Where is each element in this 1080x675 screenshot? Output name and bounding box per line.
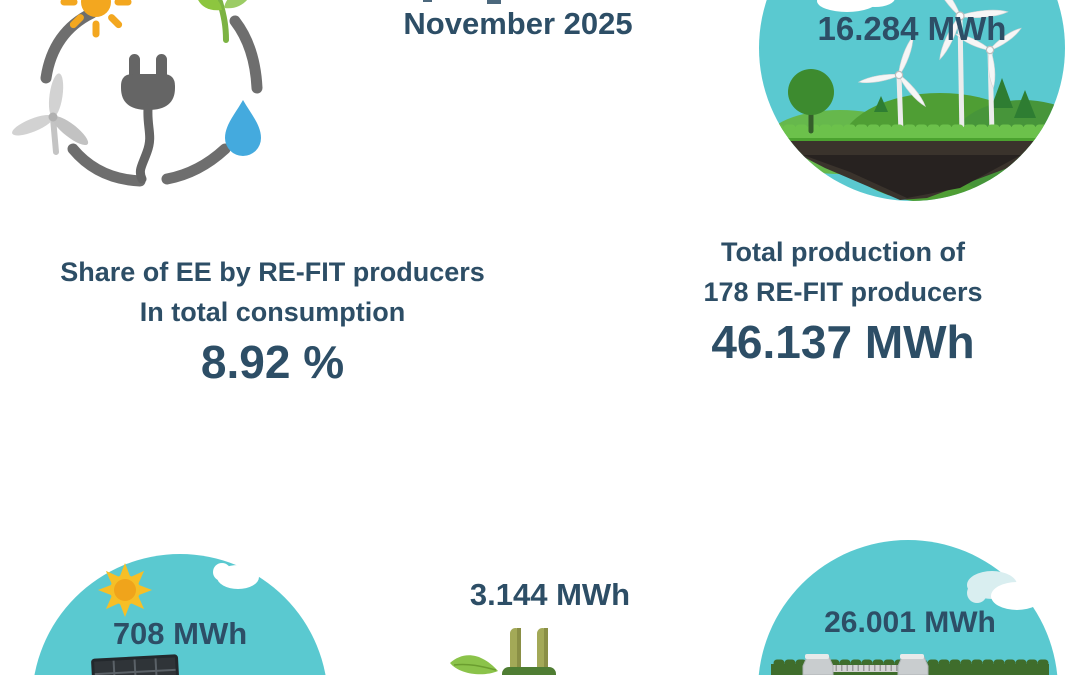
- wind-island-illustration: [759, 0, 1065, 201]
- hydro-production-value: 26.001 MWh: [824, 606, 996, 639]
- water-drop-icon: [225, 100, 261, 156]
- cloud-icon: [213, 563, 259, 589]
- share-block: Share of EE by RE-FIT producers In total…: [20, 252, 525, 388]
- total-line1: Total production of: [721, 237, 965, 267]
- leaf-icon: [450, 655, 498, 675]
- green-plug-illustration: [450, 628, 556, 675]
- cropped-text-fragment: [487, 0, 501, 4]
- total-value: 46.137 MWh: [711, 316, 975, 368]
- plug-body: [502, 667, 556, 675]
- period-label: November 2025: [403, 6, 633, 41]
- plug-production-value: 3.144 MWh: [469, 577, 631, 612]
- sun-icon: [98, 563, 152, 617]
- plug-prongs: [510, 628, 548, 673]
- total-production-block: Total production of 178 RE-FIT producers…: [670, 232, 1016, 368]
- cloud-icon: [967, 571, 1043, 610]
- share-line2: In total consumption: [139, 297, 406, 327]
- plug-icon: [121, 54, 175, 184]
- tree-icon: [788, 69, 834, 134]
- solar-production-value: 708 MWh: [112, 616, 248, 651]
- cropped-text-fragment: [423, 0, 432, 2]
- wind-turbine: [857, 35, 926, 134]
- wind-turbine: [931, 0, 1009, 139]
- cloud-icon: [817, 0, 895, 12]
- solar-panel-icon: [91, 654, 180, 675]
- total-line2: 178 RE-FIT producers: [703, 277, 983, 307]
- dam-structure: [771, 654, 1049, 675]
- sprout-icon: [198, 0, 247, 43]
- share-line1: Share of EE by RE-FIT producers: [60, 257, 485, 287]
- wind-turbine: [954, 27, 1022, 136]
- pine-trees: [874, 78, 1036, 118]
- solar-panel-illustration: [34, 554, 326, 675]
- wind-production-value: 16.284 MWh: [817, 10, 1007, 47]
- dam-illustration: [758, 540, 1058, 675]
- wind-turbine-icon: [12, 73, 89, 155]
- sun-icon: [60, 0, 132, 38]
- share-value: 8.92 %: [200, 336, 345, 388]
- dashed-circle-arcs: [40, 7, 263, 187]
- renewables-logo: [12, 0, 263, 187]
